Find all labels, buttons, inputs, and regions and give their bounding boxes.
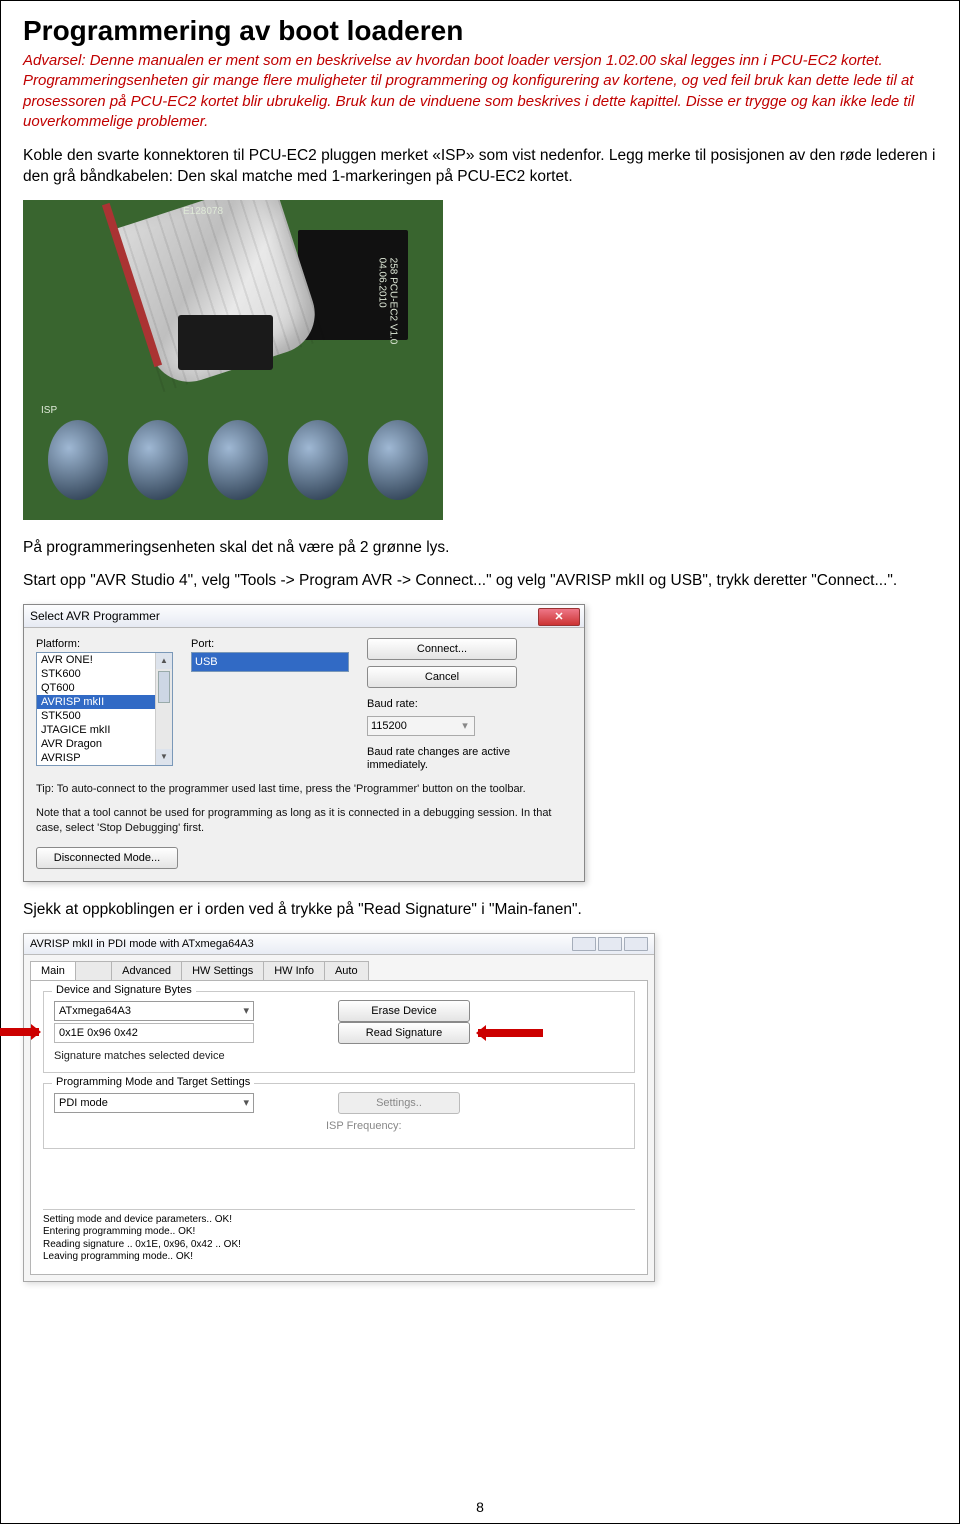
dialog2-title: AVRISP mkII in PDI mode with ATxmega64A3	[30, 938, 254, 950]
platform-item[interactable]: AVR Dragon	[37, 737, 172, 751]
log-line: Entering programming mode.. OK!	[43, 1226, 635, 1239]
baud-note: Baud rate changes are active immediately…	[367, 746, 517, 772]
baud-value: 115200	[371, 717, 407, 735]
isp-freq-label: ISP Frequency:	[326, 1120, 402, 1132]
log-line: Reading signature .. 0x1E, 0x96, 0x42 ..…	[43, 1239, 635, 1252]
tip-1: Tip: To auto-connect to the programmer u…	[36, 782, 572, 796]
tab[interactable]: Main	[30, 961, 76, 980]
erase-device-button[interactable]: Erase Device	[338, 1000, 470, 1022]
chevron-down-icon: ▾	[459, 717, 471, 735]
close-icon[interactable]: ✕	[538, 608, 580, 626]
group-legend-1: Device and Signature Bytes	[52, 984, 196, 996]
signature-field: 0x1E 0x96 0x42	[54, 1023, 254, 1043]
connect-button[interactable]: Connect...	[367, 638, 517, 660]
cancel-button[interactable]: Cancel	[367, 666, 517, 688]
tab[interactable]: Auto	[324, 961, 369, 980]
platform-label: Platform:	[36, 638, 173, 650]
platform-listbox[interactable]: AVR ONE!STK600QT600AVRISP mkIISTK500JTAG…	[36, 652, 173, 766]
tip-2: Note that a tool cannot be used for prog…	[36, 806, 572, 835]
log-line: Leaving programming mode.. OK!	[43, 1251, 635, 1264]
read-signature-button[interactable]: Read Signature	[338, 1022, 470, 1044]
settings-button: Settings..	[338, 1092, 460, 1114]
scroll-down-icon[interactable]: ▼	[156, 749, 172, 765]
platform-item[interactable]: QT600	[37, 681, 172, 695]
log-line: Setting mode and device parameters.. OK!	[43, 1214, 635, 1227]
red-arrow-icon	[0, 1028, 39, 1036]
disconnected-mode-button[interactable]: Disconnected Mode...	[36, 847, 178, 869]
avrisp-main-dialog: AVRISP mkII in PDI mode with ATxmega64A3…	[23, 933, 655, 1282]
warning-label: Advarsel:	[23, 52, 86, 69]
port-listbox[interactable]: USB	[191, 652, 349, 672]
red-arrow-icon	[478, 1029, 543, 1037]
paragraph-3: Start opp "AVR Studio 4", velg "Tools ->…	[23, 571, 937, 592]
dialog-titlebar: Select AVR Programmer ✕	[24, 605, 584, 628]
paragraph-4: Sjekk at oppkoblingen er i orden ved å t…	[23, 900, 937, 921]
chevron-down-icon: ▾	[243, 1002, 249, 1020]
baud-label: Baud rate:	[367, 698, 517, 710]
dialog-title: Select AVR Programmer	[30, 609, 160, 623]
device-value: ATxmega64A3	[59, 1002, 131, 1020]
platform-item[interactable]: STK500	[37, 709, 172, 723]
port-label: Port:	[191, 638, 349, 650]
chevron-down-icon: ▾	[243, 1094, 249, 1112]
platform-item[interactable]: JTAGICE mkII	[37, 723, 172, 737]
tab[interactable]	[75, 961, 112, 980]
document-page: Programmering av boot loaderen Advarsel:…	[0, 0, 960, 1524]
baud-combo[interactable]: 115200 ▾	[367, 716, 475, 736]
warning-text: Denne manualen er ment som en beskrivels…	[23, 52, 914, 130]
tabs: Main AdvancedHW SettingsHW InfoAuto	[30, 961, 654, 980]
warning-block: Advarsel: Denne manualen er ment som en …	[23, 51, 937, 132]
device-signature-group: Device and Signature Bytes ATxmega64A3 ▾…	[43, 991, 635, 1073]
scroll-thumb[interactable]	[158, 671, 170, 703]
paragraph-1: Koble den svarte konnektoren til PCU-EC2…	[23, 146, 937, 188]
tab-panel-main: Device and Signature Bytes ATxmega64A3 ▾…	[30, 980, 648, 1275]
tab[interactable]: HW Settings	[181, 961, 264, 980]
log-output: Setting mode and device parameters.. OK!…	[43, 1209, 635, 1264]
tab[interactable]: HW Info	[263, 961, 325, 980]
programming-mode-group: Programming Mode and Target Settings PDI…	[43, 1083, 635, 1149]
pcb-photo: E128078 258 PCU-EC2 V1.004.06.2010 ISP	[23, 200, 443, 520]
dialog2-titlebar: AVRISP mkII in PDI mode with ATxmega64A3	[24, 934, 654, 955]
platform-item[interactable]: AVRISP	[37, 751, 172, 765]
window-controls[interactable]	[572, 937, 648, 951]
page-title: Programmering av boot loaderen	[23, 15, 937, 47]
signature-match-text: Signature matches selected device	[54, 1050, 624, 1062]
scrollbar[interactable]: ▲ ▼	[155, 653, 172, 765]
platform-item[interactable]: AVR ONE!	[37, 653, 172, 667]
mode-value: PDI mode	[59, 1094, 108, 1112]
group-legend-2: Programming Mode and Target Settings	[52, 1076, 254, 1088]
device-combo[interactable]: ATxmega64A3 ▾	[54, 1001, 254, 1021]
tab[interactable]: Advanced	[111, 961, 182, 980]
platform-item[interactable]: STK600	[37, 667, 172, 681]
page-number: 8	[1, 1499, 959, 1515]
paragraph-2: På programmeringsenheten skal det nå vær…	[23, 538, 937, 559]
select-programmer-dialog: Select AVR Programmer ✕ Platform: AVR ON…	[23, 604, 585, 882]
platform-item[interactable]: AVRISP mkII	[37, 695, 172, 709]
scroll-up-icon[interactable]: ▲	[156, 653, 172, 669]
mode-combo[interactable]: PDI mode ▾	[54, 1093, 254, 1113]
